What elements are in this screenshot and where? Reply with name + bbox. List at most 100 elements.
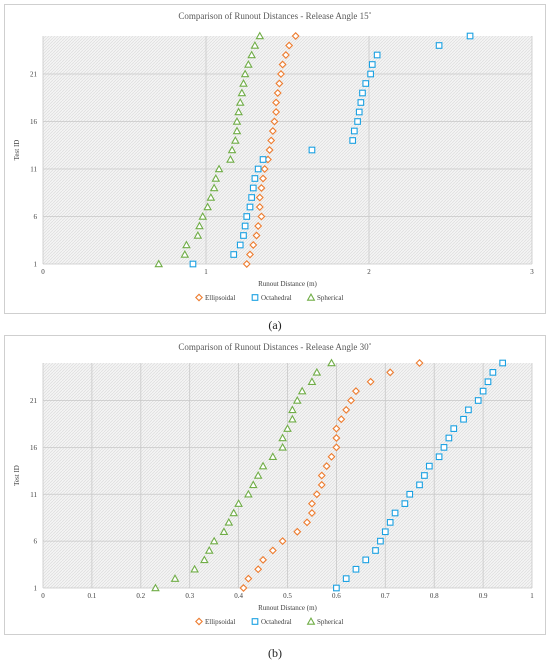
data-point — [242, 260, 251, 268]
data-point — [297, 386, 307, 395]
data-point — [255, 193, 264, 202]
data-point — [239, 584, 248, 592]
data-point — [246, 203, 254, 211]
legend-label: Ellipsoidal — [205, 618, 235, 626]
data-point — [250, 40, 260, 49]
data-point — [342, 405, 351, 414]
chart-title: Comparison of Runout Distances - Release… — [178, 342, 371, 352]
data-point — [268, 452, 278, 461]
data-point — [247, 50, 256, 59]
data-point — [198, 211, 208, 220]
data-point — [308, 146, 316, 154]
data-point — [337, 415, 346, 424]
data-point — [281, 51, 290, 59]
data-point — [291, 32, 300, 40]
data-point — [236, 241, 244, 249]
data-point — [293, 527, 302, 536]
data-point — [354, 118, 361, 125]
legend-marker — [195, 617, 203, 626]
chart-a-svg: Comparison of Runout Distances - Release… — [13, 11, 534, 302]
data-point — [182, 240, 191, 249]
legend-label: Octahedral — [261, 294, 292, 302]
data-point — [460, 415, 467, 423]
data-point — [327, 452, 336, 461]
legend-item-spherical: Spherical — [306, 616, 343, 626]
data-point — [312, 490, 321, 499]
series-ellipsoidal — [239, 359, 424, 592]
data-point — [312, 367, 322, 376]
data-point — [254, 165, 262, 173]
x-tick-label: 0.6 — [332, 592, 341, 600]
data-point — [317, 471, 326, 480]
data-point — [352, 565, 360, 573]
data-point — [421, 472, 428, 479]
data-point — [248, 480, 258, 489]
data-point — [386, 519, 394, 526]
data-point — [367, 70, 374, 78]
data-point — [240, 69, 250, 78]
data-point — [244, 574, 253, 583]
data-point — [307, 499, 316, 508]
data-point — [240, 232, 247, 239]
data-point — [246, 250, 254, 259]
data-point — [268, 546, 277, 555]
chart-title: Comparison of Runout Distances - Release… — [178, 11, 371, 21]
data-point — [332, 434, 341, 442]
data-point — [489, 369, 497, 376]
caption-b: (b) — [268, 646, 282, 660]
data-point — [255, 203, 264, 211]
data-point — [391, 509, 399, 517]
data-point — [272, 108, 281, 116]
y-tick-label: 11 — [30, 491, 37, 499]
data-point — [204, 545, 214, 554]
data-point — [288, 414, 297, 423]
legend-marker — [306, 292, 316, 301]
data-point — [224, 517, 234, 526]
data-point — [190, 564, 199, 573]
series-ellipsoidal — [242, 32, 300, 268]
y-tick-label: 1 — [34, 261, 38, 269]
y-tick-label: 6 — [34, 538, 38, 546]
y-axis-label: Test ID — [13, 465, 21, 486]
data-point — [251, 175, 259, 182]
data-point — [278, 537, 287, 546]
data-point — [248, 194, 255, 201]
data-point — [355, 108, 363, 116]
data-point — [303, 518, 312, 527]
data-point — [474, 397, 482, 404]
y-axis-label: Test ID — [13, 140, 21, 161]
data-point — [214, 164, 224, 173]
data-point — [322, 462, 331, 471]
legend-item-spherical: Spherical — [306, 292, 343, 302]
data-point — [189, 260, 197, 268]
data-point — [499, 359, 507, 367]
data-point — [377, 537, 384, 545]
data-point — [307, 509, 316, 517]
data-point — [259, 174, 268, 183]
legend-label: Octahedral — [261, 618, 292, 626]
x-tick-label: 0.5 — [283, 592, 292, 600]
data-point — [425, 462, 433, 470]
data-point — [401, 500, 409, 507]
legend-marker — [251, 294, 259, 301]
data-point — [237, 88, 247, 97]
data-point — [227, 145, 237, 154]
data-point — [219, 527, 229, 536]
data-point — [317, 480, 326, 489]
data-point — [277, 70, 285, 78]
data-point — [435, 453, 443, 461]
data-point — [267, 136, 276, 145]
data-point — [357, 99, 365, 106]
data-point — [415, 359, 424, 367]
legend-item-octahedral: Octahedral — [251, 294, 292, 302]
series-octahedral — [189, 32, 474, 268]
data-point — [234, 107, 243, 116]
legend-label: Spherical — [317, 618, 343, 626]
data-point — [200, 555, 209, 564]
data-point — [275, 79, 284, 88]
data-point — [209, 183, 219, 192]
legend-item-ellipsoidal: Ellipsoidal — [195, 293, 235, 302]
data-point — [362, 556, 370, 564]
data-point — [257, 184, 266, 192]
data-point — [362, 80, 370, 87]
